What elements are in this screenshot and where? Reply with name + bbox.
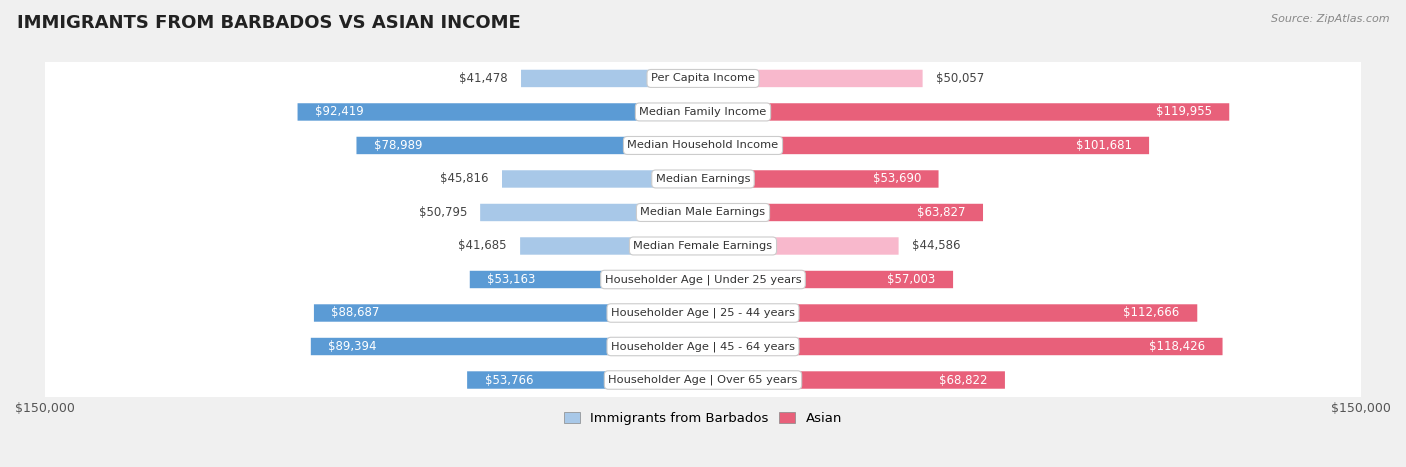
Text: Householder Age | 45 - 64 years: Householder Age | 45 - 64 years bbox=[612, 341, 794, 352]
FancyBboxPatch shape bbox=[314, 304, 703, 322]
FancyBboxPatch shape bbox=[703, 338, 1223, 355]
FancyBboxPatch shape bbox=[703, 271, 953, 288]
Text: $101,681: $101,681 bbox=[1076, 139, 1132, 152]
FancyBboxPatch shape bbox=[470, 271, 703, 288]
FancyBboxPatch shape bbox=[703, 237, 898, 255]
FancyBboxPatch shape bbox=[298, 103, 703, 120]
Text: Median Earnings: Median Earnings bbox=[655, 174, 751, 184]
Text: $50,795: $50,795 bbox=[419, 206, 467, 219]
Text: $41,685: $41,685 bbox=[458, 240, 508, 253]
FancyBboxPatch shape bbox=[703, 70, 922, 87]
FancyBboxPatch shape bbox=[703, 204, 983, 221]
FancyBboxPatch shape bbox=[703, 304, 1198, 322]
Text: Median Household Income: Median Household Income bbox=[627, 141, 779, 150]
Text: $53,690: $53,690 bbox=[873, 172, 921, 185]
Text: $41,478: $41,478 bbox=[460, 72, 508, 85]
Legend: Immigrants from Barbados, Asian: Immigrants from Barbados, Asian bbox=[558, 406, 848, 431]
FancyBboxPatch shape bbox=[467, 371, 703, 389]
Text: Householder Age | Over 65 years: Householder Age | Over 65 years bbox=[609, 375, 797, 385]
Text: Median Male Earnings: Median Male Earnings bbox=[641, 207, 765, 218]
Text: Householder Age | Under 25 years: Householder Age | Under 25 years bbox=[605, 274, 801, 285]
FancyBboxPatch shape bbox=[37, 0, 1369, 467]
FancyBboxPatch shape bbox=[703, 371, 1005, 389]
Text: $63,827: $63,827 bbox=[917, 206, 966, 219]
FancyBboxPatch shape bbox=[37, 0, 1369, 467]
Text: IMMIGRANTS FROM BARBADOS VS ASIAN INCOME: IMMIGRANTS FROM BARBADOS VS ASIAN INCOME bbox=[17, 14, 520, 32]
Text: Median Female Earnings: Median Female Earnings bbox=[634, 241, 772, 251]
Text: $89,394: $89,394 bbox=[329, 340, 377, 353]
FancyBboxPatch shape bbox=[703, 137, 1149, 154]
FancyBboxPatch shape bbox=[37, 0, 1369, 467]
FancyBboxPatch shape bbox=[357, 137, 703, 154]
Text: $53,766: $53,766 bbox=[485, 374, 533, 387]
FancyBboxPatch shape bbox=[37, 0, 1369, 467]
FancyBboxPatch shape bbox=[522, 70, 703, 87]
Text: $119,955: $119,955 bbox=[1156, 106, 1212, 119]
FancyBboxPatch shape bbox=[703, 170, 939, 188]
FancyBboxPatch shape bbox=[37, 0, 1369, 467]
Text: Median Family Income: Median Family Income bbox=[640, 107, 766, 117]
FancyBboxPatch shape bbox=[37, 0, 1369, 467]
Text: $78,989: $78,989 bbox=[374, 139, 423, 152]
FancyBboxPatch shape bbox=[37, 0, 1369, 467]
Text: Source: ZipAtlas.com: Source: ZipAtlas.com bbox=[1271, 14, 1389, 24]
FancyBboxPatch shape bbox=[37, 0, 1369, 467]
Text: $57,003: $57,003 bbox=[887, 273, 935, 286]
Text: $45,816: $45,816 bbox=[440, 172, 489, 185]
Text: $53,163: $53,163 bbox=[488, 273, 536, 286]
FancyBboxPatch shape bbox=[311, 338, 703, 355]
Text: $88,687: $88,687 bbox=[332, 306, 380, 319]
FancyBboxPatch shape bbox=[502, 170, 703, 188]
FancyBboxPatch shape bbox=[481, 204, 703, 221]
FancyBboxPatch shape bbox=[37, 0, 1369, 467]
Text: $68,822: $68,822 bbox=[939, 374, 987, 387]
Text: $44,586: $44,586 bbox=[911, 240, 960, 253]
FancyBboxPatch shape bbox=[703, 103, 1229, 120]
Text: $92,419: $92,419 bbox=[315, 106, 364, 119]
Text: $50,057: $50,057 bbox=[936, 72, 984, 85]
Text: Per Capita Income: Per Capita Income bbox=[651, 73, 755, 84]
Text: $118,426: $118,426 bbox=[1149, 340, 1205, 353]
FancyBboxPatch shape bbox=[520, 237, 703, 255]
FancyBboxPatch shape bbox=[37, 0, 1369, 467]
Text: $112,666: $112,666 bbox=[1123, 306, 1180, 319]
Text: Householder Age | 25 - 44 years: Householder Age | 25 - 44 years bbox=[612, 308, 794, 318]
